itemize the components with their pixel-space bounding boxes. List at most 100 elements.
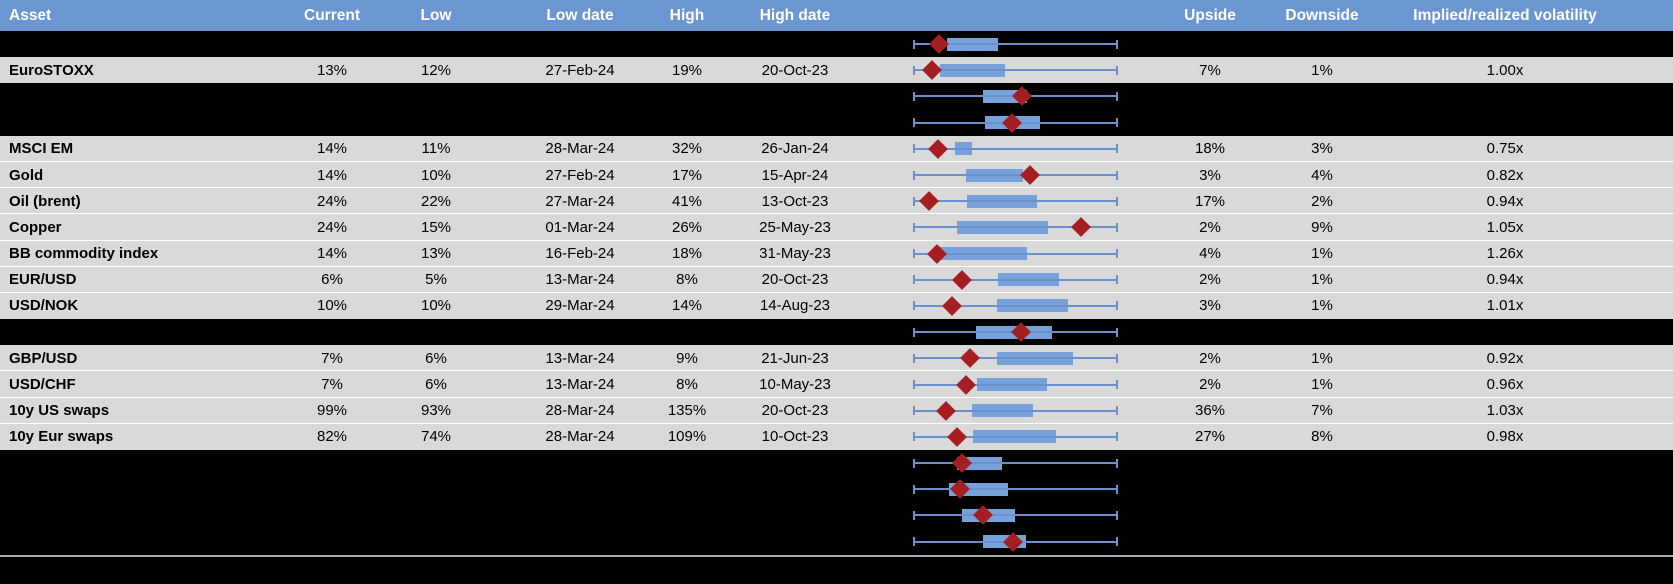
upside-cell[interactable]: 2% [1199, 349, 1221, 367]
asset-name-cell[interactable]: EUR/USD [9, 271, 77, 289]
low-cell[interactable] [386, 502, 486, 528]
low-cell[interactable]: 10% [420, 297, 452, 315]
asset-name-cell[interactable]: 10y Eur swaps [9, 428, 114, 446]
downside-cell[interactable]: 1% [1311, 297, 1333, 315]
low-cell[interactable]: 74% [420, 428, 452, 446]
upside-cell[interactable] [1160, 502, 1260, 528]
current-cell[interactable]: 10% [316, 297, 348, 315]
asset-name-cell[interactable] [0, 31, 289, 57]
low-cell[interactable]: 13% [420, 245, 452, 263]
high-cell[interactable]: 18% [671, 245, 703, 263]
low-cell[interactable] [386, 83, 486, 109]
implied-realized-volatility-cell[interactable] [1425, 319, 1585, 345]
low-date-cell[interactable] [500, 319, 660, 345]
current-cell[interactable] [282, 110, 382, 136]
low-cell[interactable]: 6% [425, 376, 447, 394]
header-downside[interactable]: Downside [1285, 6, 1359, 24]
asset-name-cell[interactable] [0, 529, 289, 555]
low-date-cell[interactable] [500, 529, 660, 555]
high-cell[interactable]: 32% [671, 140, 703, 158]
low-date-cell[interactable] [500, 31, 660, 57]
header-high[interactable]: High [669, 6, 705, 24]
high-cell[interactable]: 135% [667, 402, 707, 420]
current-cell[interactable] [282, 83, 382, 109]
upside-cell[interactable]: 4% [1199, 245, 1221, 263]
upside-cell[interactable]: 18% [1194, 140, 1226, 158]
high-date-cell[interactable] [715, 476, 875, 502]
current-cell[interactable]: 24% [316, 218, 348, 236]
asset-name-cell[interactable]: EuroSTOXX [9, 61, 94, 79]
high-date-cell[interactable]: 15-Apr-24 [761, 166, 829, 184]
asset-name-cell[interactable]: Gold [9, 166, 44, 184]
high-date-cell[interactable] [715, 450, 875, 476]
downside-cell[interactable] [1272, 476, 1372, 502]
asset-name-cell[interactable]: Oil (brent) [9, 192, 81, 210]
downside-cell[interactable]: 3% [1311, 140, 1333, 158]
high-date-cell[interactable] [715, 502, 875, 528]
asset-name-cell[interactable] [0, 476, 289, 502]
low-date-cell[interactable]: 27-Mar-24 [545, 192, 615, 210]
high-date-cell[interactable]: 20-Oct-23 [761, 271, 829, 289]
low-cell[interactable] [386, 110, 486, 136]
low-cell[interactable]: 6% [425, 349, 447, 367]
downside-cell[interactable]: 1% [1311, 245, 1333, 263]
implied-realized-volatility-cell[interactable]: 1.03x [1486, 402, 1524, 420]
high-date-cell[interactable]: 20-Oct-23 [761, 61, 829, 79]
current-cell[interactable]: 6% [321, 271, 343, 289]
current-cell[interactable] [282, 529, 382, 555]
high-cell[interactable]: 14% [671, 297, 703, 315]
implied-realized-volatility-cell[interactable] [1425, 529, 1585, 555]
downside-cell[interactable] [1272, 110, 1372, 136]
downside-cell[interactable] [1272, 83, 1372, 109]
high-date-cell[interactable] [715, 529, 875, 555]
header-current[interactable]: Current [304, 6, 360, 24]
downside-cell[interactable]: 2% [1311, 192, 1333, 210]
asset-name-cell[interactable]: Copper [9, 218, 62, 236]
high-cell[interactable]: 17% [671, 166, 703, 184]
header-asset[interactable]: Asset [9, 6, 52, 24]
asset-name-cell[interactable]: BB commodity index [9, 245, 159, 263]
current-cell[interactable]: 14% [316, 166, 348, 184]
asset-name-cell[interactable]: 10y US swaps [9, 402, 110, 420]
low-date-cell[interactable]: 13-Mar-24 [545, 376, 615, 394]
low-date-cell[interactable] [500, 83, 660, 109]
header-implied-realized-volatility[interactable]: Implied/realized volatility [1413, 6, 1597, 24]
high-cell[interactable]: 41% [671, 192, 703, 210]
header-low[interactable]: Low [420, 6, 452, 24]
current-cell[interactable]: 7% [321, 376, 343, 394]
low-cell[interactable]: 10% [420, 166, 452, 184]
upside-cell[interactable] [1160, 31, 1260, 57]
high-date-cell[interactable]: 13-Oct-23 [761, 192, 829, 210]
low-date-cell[interactable]: 28-Mar-24 [545, 140, 615, 158]
low-cell[interactable] [386, 476, 486, 502]
header-upside[interactable]: Upside [1184, 6, 1236, 24]
implied-realized-volatility-cell[interactable]: 0.82x [1486, 166, 1524, 184]
asset-name-cell[interactable]: GBP/USD [9, 349, 78, 367]
low-date-cell[interactable]: 13-Mar-24 [545, 271, 615, 289]
high-cell[interactable]: 109% [667, 428, 707, 446]
implied-realized-volatility-cell[interactable]: 0.96x [1486, 376, 1524, 394]
upside-cell[interactable]: 7% [1199, 61, 1221, 79]
implied-realized-volatility-cell[interactable]: 0.75x [1486, 140, 1524, 158]
upside-cell[interactable]: 17% [1194, 192, 1226, 210]
current-cell[interactable]: 7% [321, 349, 343, 367]
current-cell[interactable]: 99% [316, 402, 348, 420]
current-cell[interactable]: 82% [316, 428, 348, 446]
low-date-cell[interactable] [500, 476, 660, 502]
current-cell[interactable] [282, 31, 382, 57]
low-date-cell[interactable]: 27-Feb-24 [545, 61, 615, 79]
high-date-cell[interactable]: 10-May-23 [759, 376, 831, 394]
current-cell[interactable] [282, 476, 382, 502]
upside-cell[interactable]: 3% [1199, 297, 1221, 315]
low-date-cell[interactable]: 27-Feb-24 [545, 166, 615, 184]
high-cell[interactable]: 9% [676, 349, 698, 367]
high-date-cell[interactable]: 10-Oct-23 [761, 428, 829, 446]
current-cell[interactable] [282, 502, 382, 528]
upside-cell[interactable] [1160, 319, 1260, 345]
downside-cell[interactable] [1272, 31, 1372, 57]
upside-cell[interactable] [1160, 529, 1260, 555]
high-date-cell[interactable]: 14-Aug-23 [759, 297, 831, 315]
low-cell[interactable]: 22% [420, 192, 452, 210]
low-cell[interactable]: 93% [420, 402, 452, 420]
downside-cell[interactable]: 1% [1311, 61, 1333, 79]
